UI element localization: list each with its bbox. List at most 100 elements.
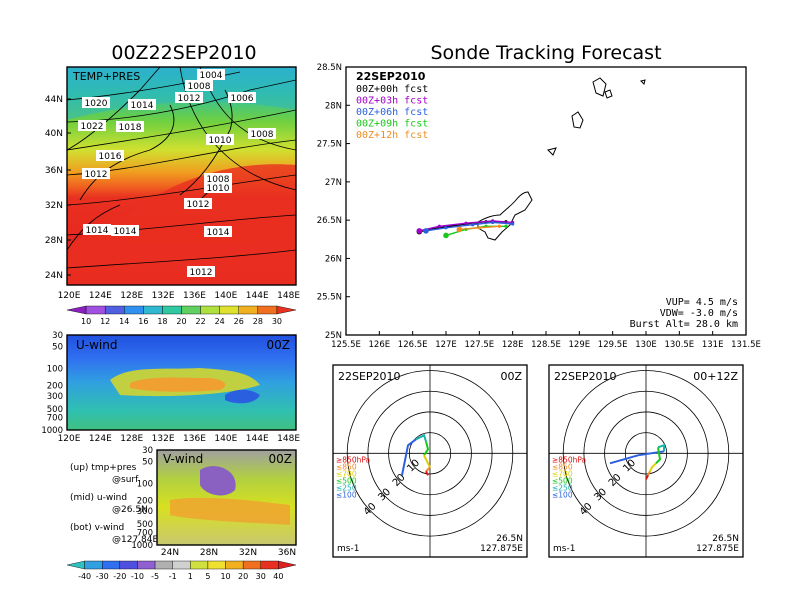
hodograph-trace: [425, 466, 431, 473]
uwind-label: U-wind: [76, 338, 117, 352]
temp-colorbar-swatch: [66, 305, 87, 315]
isobar-label-bg: [128, 99, 156, 110]
track-date: 22SEP2010: [356, 70, 426, 83]
uwind-p-tick: 300: [47, 392, 63, 402]
map-frame: [66, 66, 297, 286]
track-coastlines: [477, 77, 646, 241]
hodograph-date: 22SEP2010: [338, 370, 401, 383]
vwind-p-tick: 200: [137, 496, 153, 506]
warm-tongue: [67, 164, 296, 285]
isobar-label-bg: [248, 128, 276, 139]
wind-colorbar-swatch: [172, 560, 191, 570]
uwind-p-tick: 50: [52, 342, 63, 352]
hodograph-unit: ms-1: [337, 544, 359, 554]
wind-colorbar-label: -1: [169, 572, 177, 581]
isobar-label-bg: [187, 266, 215, 277]
track-lat-tick: 28N: [325, 101, 342, 111]
isobar-label: 1022: [81, 122, 104, 132]
hodograph-level: ≤700: [552, 469, 573, 478]
isobar-label: 1016: [99, 152, 122, 162]
track-info-line: VUP= 4.5 m/s: [666, 297, 738, 308]
track-lon-axis: 125.5E 126E 126.5E 127E 127.5E 128E 128.5E 129E…: [331, 331, 761, 350]
wind-colorbar-swatch: [66, 560, 85, 570]
isobar-label-bg: [83, 224, 111, 235]
wind-colorbar-label: 40: [273, 572, 283, 581]
hodograph-loc-lat: 26.5N: [712, 534, 739, 544]
temp-colorbar-swatch: [200, 305, 220, 315]
vwind-p-tick: 30: [142, 446, 153, 456]
track-lon-tick: 129E: [569, 340, 591, 350]
wind-colorbar-label: -5: [151, 572, 159, 581]
temp-colorbar-swatch: [238, 305, 259, 315]
note-subline: @26.5N: [112, 505, 148, 515]
hodograph-level: ≥850hPa: [552, 455, 586, 464]
wind-colorbar-label: 5: [205, 572, 210, 581]
isobar-label: 1010: [207, 184, 230, 194]
map-lon-tick: 140E: [214, 291, 237, 301]
track-frame: [345, 66, 747, 336]
isobar-label-bg: [78, 120, 106, 131]
hodograph-loc-lon: 127.875E: [480, 544, 523, 554]
hodograph-level: ≤500: [552, 476, 573, 485]
vwind-negative-region: [200, 466, 236, 496]
hodograph-time: 00Z: [500, 370, 522, 383]
track-lon-tick: 125.5E: [331, 340, 361, 350]
uwind-jet-max: [130, 377, 226, 392]
vwind-lat-tick: 24N: [161, 548, 179, 558]
hodograph-level: ≥850hPa: [336, 455, 370, 464]
temp-colorbar-label: 24: [215, 317, 225, 326]
uwind-lon-tick: 144E: [246, 434, 269, 444]
uwind-lon-axis: 120E 124E 128E 132E 136E 140E 144E 148E: [58, 434, 301, 444]
wind-colorbar-swatch: [207, 560, 226, 570]
wind-colorbar-swatch: [102, 560, 121, 570]
isobar-label-bg: [228, 92, 256, 103]
map-lon-axis: 120E 124E 128E 132E 136E 140E 144E 148E: [58, 291, 301, 301]
temp-colorbar-label: 10: [81, 317, 91, 326]
temp-colorbar-label: 14: [119, 317, 129, 326]
map-lat-tick: 28N: [45, 236, 63, 246]
track-point: [504, 224, 508, 228]
panel-notes: (up) tmp+pres @surf (mid) u-wind @26.5N (bot…: [70, 463, 158, 545]
wind-colorbar-label: 1: [188, 572, 193, 581]
uwind-lon-tick: 136E: [183, 434, 206, 444]
hodograph-rings: [549, 365, 743, 557]
hodograph-level: ≤850: [552, 462, 573, 471]
temp-colorbar-label: 18: [157, 317, 167, 326]
wind-colorbar-label: -20: [113, 572, 126, 581]
track-point: [423, 228, 429, 234]
isobar-label-bg: [111, 225, 139, 236]
isobar-label: 1012: [178, 94, 201, 104]
track-lon-tick: 127.5E: [464, 340, 494, 350]
isobar-label-bg: [197, 69, 225, 80]
hodograph-level: ≤100: [336, 490, 357, 499]
track-point: [437, 224, 441, 228]
map-lat-axis: 44N 40N 36N 32N 28N 24N: [45, 95, 71, 281]
vwind-p-tick: 500: [137, 520, 153, 530]
vwind-positive-region: [170, 497, 290, 525]
track-legend-item: 00Z+06h fcst: [356, 107, 428, 118]
isobar-label: 1008: [251, 130, 274, 140]
track-lon-tick: 130E: [635, 340, 657, 350]
note-line: (bot) v-wind: [70, 523, 124, 533]
wind-colorbar-label: -30: [96, 572, 109, 581]
uwind-p-tick: 30: [52, 331, 63, 341]
wind-colorbar-swatch: [190, 560, 209, 570]
vwind-lat-tick: 36N: [278, 548, 296, 558]
isobar-label-bg: [204, 226, 232, 237]
hodograph-trace: [609, 450, 665, 465]
track-lon-tick: 126.5E: [398, 340, 428, 350]
temp-colorbar-swatch: [181, 305, 201, 315]
uwind-easterly: [225, 389, 260, 404]
track-lat-tick: 25.5N: [317, 293, 342, 303]
hodograph-level: ≤500: [336, 476, 357, 485]
isobar-label: 1004: [200, 71, 223, 81]
temp-colorbar-label: 22: [195, 317, 205, 326]
track-point: [497, 224, 501, 228]
hodograph-date: 22SEP2010: [554, 370, 617, 383]
track-lon-tick: 128.5E: [531, 340, 561, 350]
